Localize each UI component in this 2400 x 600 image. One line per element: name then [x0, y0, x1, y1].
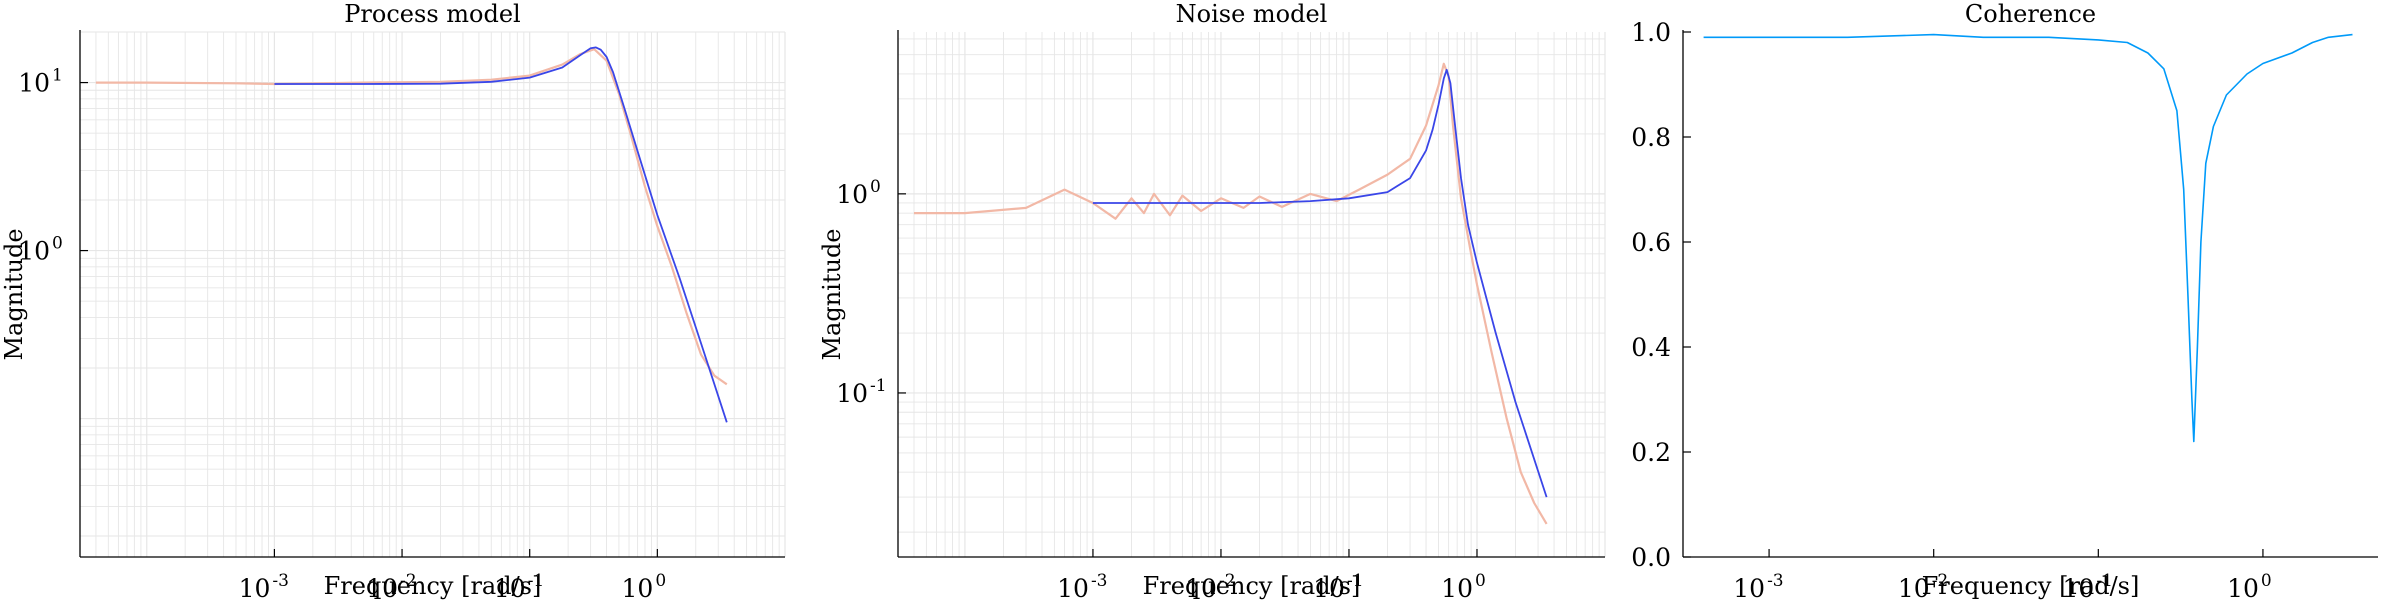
series-line-model: [274, 46, 728, 423]
x-tick-label: 10: [1313, 574, 1345, 600]
panel-noise-model: 10 010 -110 -3 10 -2 10 -1 10 0 Noise model Frequ…: [818, 0, 1606, 600]
noise-x-label: Frequency [rad/s]: [1143, 572, 1361, 600]
y-tick-label: 10: [836, 180, 868, 209]
x-tick-exponent: -3: [1767, 571, 1784, 591]
x-tick-exponent: -3: [272, 571, 289, 591]
y-tick-label: 0.4: [1631, 333, 1671, 362]
y-tick-label: 0.2: [1631, 438, 1671, 467]
process-grid: [79, 31, 786, 557]
x-tick-exponent: -1: [528, 571, 545, 591]
y-tick-exponent: 1: [52, 66, 63, 86]
series-line-estimate: [95, 48, 728, 386]
coherence-data-layer: [1703, 33, 2353, 443]
x-tick-label: 10: [1185, 574, 1217, 600]
y-tick-exponent: -1: [870, 376, 887, 396]
y-tick-exponent: 0: [52, 234, 63, 254]
x-tick-label: 10: [2227, 574, 2259, 600]
x-tick-exponent: -1: [1347, 571, 1364, 591]
y-tick-label: 10: [836, 379, 868, 408]
x-tick-exponent: -1: [2096, 571, 2113, 591]
coherence-x-label: Frequency [rad/s]: [1922, 572, 2140, 600]
x-tick-label: 10: [622, 574, 654, 600]
x-tick-exponent: -3: [1091, 571, 1108, 591]
x-tick-exponent: 0: [655, 571, 666, 591]
x-tick-label: 10: [1733, 574, 1765, 600]
x-tick-label: 10: [1898, 574, 1930, 600]
process-ticks: 10 110 010 -3 10 -2 10 -1 10 0: [18, 66, 666, 600]
y-tick-label: 0.6: [1631, 228, 1671, 257]
noise-grid: [897, 32, 1606, 557]
x-tick-label: 10: [1057, 574, 1089, 600]
x-tick-label: 10: [366, 574, 398, 600]
process-title: Process model: [344, 0, 520, 28]
series-line-estimate: [914, 62, 1548, 525]
x-tick-exponent: -2: [1219, 571, 1236, 591]
noise-ticks: 10 010 -110 -3 10 -2 10 -1 10 0: [836, 177, 1486, 600]
y-tick-label: 1.0: [1631, 18, 1671, 47]
y-tick-label: 0.8: [1631, 123, 1671, 152]
series-line-model: [1092, 68, 1548, 498]
y-tick-label: 0.0: [1631, 543, 1671, 572]
noise-data-layer: [914, 62, 1548, 525]
x-tick-exponent: 0: [2261, 571, 2272, 591]
y-tick-label: 10: [18, 69, 50, 98]
series-line-coherence: [1703, 33, 2353, 443]
coherence-ticks: 0.00.20.40.60.81.010 -3 10 -2 10 -1 10 0: [1631, 18, 2272, 600]
process-data-layer: [95, 46, 728, 423]
coherence-title: Coherence: [1965, 0, 2096, 28]
x-tick-label: 10: [239, 574, 271, 600]
x-tick-label: 10: [2063, 574, 2095, 600]
y-tick-exponent: 0: [870, 177, 881, 197]
x-tick-exponent: -2: [400, 571, 417, 591]
noise-title: Noise model: [1176, 0, 1328, 28]
panel-process-model: 10 110 010 -3 10 -2 10 -1 10 0 Process model Freq…: [0, 0, 786, 600]
process-y-label: Magnitude: [0, 228, 28, 360]
x-tick-exponent: -2: [1932, 571, 1949, 591]
y-tick-label: 10: [18, 237, 50, 266]
x-tick-label: 10: [494, 574, 526, 600]
noise-y-label: Magnitude: [818, 228, 846, 360]
x-tick-exponent: 0: [1475, 571, 1486, 591]
process-x-label: Frequency [rad/s]: [324, 572, 542, 600]
x-tick-label: 10: [1441, 574, 1473, 600]
panel-coherence: 0.00.20.40.60.81.010 -3 10 -2 10 -1 10 0 Cohere…: [1631, 0, 2378, 600]
